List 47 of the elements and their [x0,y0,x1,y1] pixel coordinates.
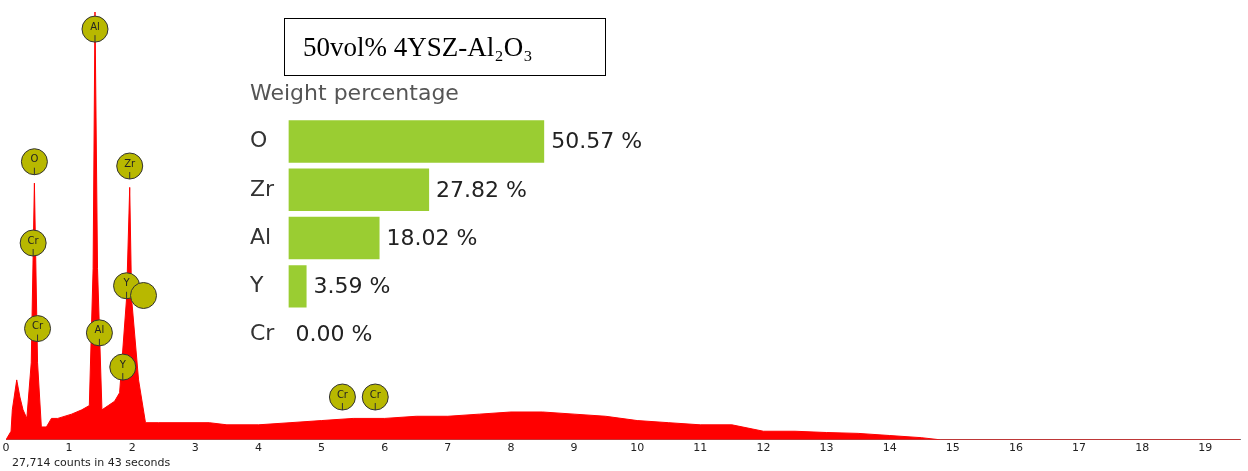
x-tick-label: 2 [128,441,136,455]
x-tick-label: 11 [693,441,708,455]
x-tick-label: 14 [882,441,897,455]
y-tick-label: Al [250,223,272,249]
y-tick-label: Y [249,272,264,298]
annotation: Cr [336,388,349,400]
x-tick-label: 0 [2,441,10,455]
x-tick-label: 15 [945,441,960,455]
bar [288,120,545,163]
data-label: 3.59 % [313,273,391,299]
x-tick-label: 16 [1008,441,1023,455]
x-tick-label: 13 [819,441,834,455]
annotation: Zr [124,157,137,169]
text: 27,714 counts in 43 seconds [12,456,171,469]
x-tick-label: 17 [1072,441,1087,455]
data-label: 27.82 % [436,176,527,202]
x-tick-label: 7 [444,441,452,455]
x-tick-label: 18 [1135,441,1150,455]
text: 50vol% 4YSZ-Al₂O₃ [284,18,606,76]
x-tick-label: 4 [254,441,262,455]
y-tick-label: Cr [250,320,276,346]
data-label: 50.57 % [551,128,643,154]
x-tick-label: 8 [507,441,515,455]
annotation: Cr [369,388,382,400]
annotation: Cr [27,234,40,246]
bar [288,168,430,212]
x-tick-label: 3 [191,441,199,455]
chart-title: Weight percentage [250,79,459,105]
x-tick-label: 6 [381,441,389,455]
x-tick-label: 19 [1198,441,1213,455]
annotation: Cr [32,320,44,332]
annotation: O [30,153,39,165]
data-label: 0.00 % [295,321,373,347]
x-tick-label: 10 [630,441,645,455]
bar [288,216,380,260]
y-tick-label: Zr [250,175,276,201]
annotation: Al [90,20,100,32]
data-label: 18.02 % [386,224,478,250]
y-tick-label: O [250,127,268,153]
bar [288,265,307,308]
x-tick-label: 9 [570,441,578,455]
annotation: Y [118,358,127,370]
annotation: Al [94,324,105,336]
x-tick-label: 12 [756,441,771,455]
x-tick-label: 5 [318,441,326,455]
annotation: Y [122,277,131,289]
x-tick-label: 1 [65,441,73,455]
